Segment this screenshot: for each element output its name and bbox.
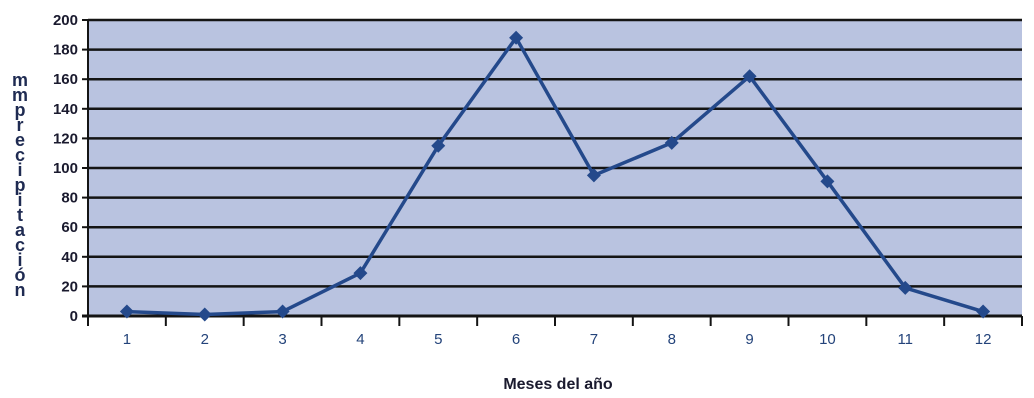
data-point	[586, 168, 601, 183]
y-axis-label-char: i	[17, 250, 22, 270]
y-axis-label-char: i	[17, 190, 22, 210]
y-tick-label: 120	[53, 130, 78, 147]
y-axis-label-char: ó	[15, 265, 26, 285]
y-tick-label: 0	[70, 308, 78, 325]
x-tick-label: 9	[745, 331, 753, 348]
y-axis-label-char: i	[17, 160, 22, 180]
x-tick-label: 12	[975, 331, 992, 348]
data-point	[742, 69, 757, 84]
x-tick-label: 10	[819, 331, 836, 348]
y-tick-label: 140	[53, 101, 78, 118]
x-tick-label: 8	[668, 331, 676, 348]
x-tick-label: 11	[897, 331, 913, 348]
y-axis-label-char: c	[15, 235, 25, 255]
x-tick-label: 4	[356, 331, 364, 348]
y-axis-label-char: m	[12, 85, 28, 105]
y-axis-label-char: m	[12, 70, 28, 90]
y-tick-label: 200	[53, 12, 78, 29]
x-tick-labels: 1 2 3 4 5 6 7 8 9 10 11 12	[123, 331, 992, 348]
y-tick-label: 160	[53, 71, 78, 88]
y-axis-label-char: p	[15, 100, 26, 120]
y-tick-label: 100	[53, 160, 78, 177]
y-tick-label: 60	[61, 219, 78, 236]
x-tick-label: 6	[512, 331, 520, 348]
y-axis-label-char: n	[15, 280, 26, 300]
data-point	[820, 174, 835, 189]
data-point	[898, 280, 913, 295]
y-tick-label: 180	[53, 42, 78, 59]
x-tick-label: 2	[201, 331, 209, 348]
y-axis-label-char: p	[15, 175, 26, 195]
y-tick-label: 40	[61, 249, 78, 266]
y-axis-label-char: c	[15, 145, 25, 165]
data-point	[976, 304, 991, 319]
y-axis-label-char: r	[16, 115, 23, 135]
data-point	[197, 307, 212, 322]
data-points	[119, 30, 991, 322]
x-tick-label: 5	[434, 331, 442, 348]
x-axis-label: Meses del año	[503, 376, 613, 393]
axes	[82, 20, 1023, 326]
x-tick-label: 3	[278, 331, 286, 348]
data-point	[275, 304, 290, 319]
y-axis-label-char: e	[15, 130, 25, 150]
y-tick-label: 80	[61, 190, 78, 207]
data-point	[509, 30, 524, 45]
y-axis-label-char: t	[17, 205, 23, 225]
y-tick-label: 20	[61, 278, 78, 295]
data-point	[119, 304, 134, 319]
data-point	[431, 138, 446, 153]
y-axis-label-char: a	[15, 220, 26, 240]
x-tick-label: 7	[590, 331, 598, 348]
series-line	[126, 36, 984, 317]
y-tick-labels: 0 20 40 60 80 100 120 140 160 180 200	[53, 12, 78, 325]
x-tick-label: 1	[123, 331, 131, 348]
data-point	[353, 266, 368, 281]
data-point	[664, 135, 679, 150]
